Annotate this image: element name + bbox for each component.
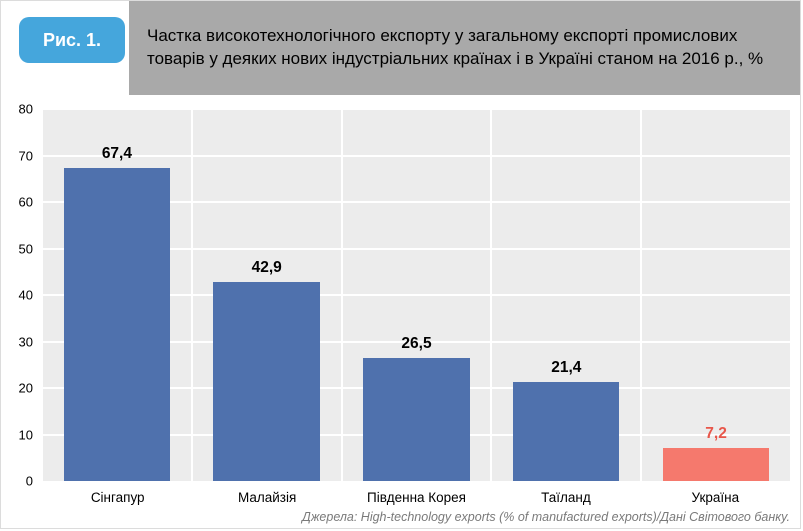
y-tick-label: 20 (18, 380, 33, 396)
y-tick-label: 30 (18, 334, 33, 349)
gridline (43, 201, 790, 203)
bar-value-label: 21,4 (551, 358, 582, 376)
figure-number-badge: Рис. 1. (19, 17, 125, 63)
y-axis: 0 10 20 30 40 50 60 70 80 (1, 103, 39, 488)
x-category-label: Південна Корея (367, 490, 466, 505)
y-tick-label: 60 (18, 194, 33, 210)
y-tick-label: 70 (18, 148, 33, 163)
x-category-label: Україна (691, 490, 740, 505)
y-tick-label: 80 (18, 101, 33, 117)
bar-cell: 7,2 (640, 109, 790, 481)
bar-value-label: 42,9 (251, 258, 282, 276)
y-tick-label: 10 (18, 427, 33, 442)
gridline (43, 294, 790, 296)
y-tick-label: 0 (25, 473, 33, 489)
bar-value-label: 67,4 (101, 144, 132, 162)
bar-value-label: 7,2 (705, 424, 727, 442)
bar (63, 167, 171, 481)
figure-number-label: Рис. 1. (42, 29, 102, 50)
chart-title: Частка високотехнологічного експорту у з… (147, 26, 764, 68)
bar-cell: 26,5 (340, 109, 491, 481)
bar (213, 281, 320, 481)
bar-value-label: 26,5 (401, 334, 432, 352)
figure-header: Частка високотехнологічного експорту у з… (1, 1, 800, 98)
source-note: Джерела: High-technology exports (% of m… (302, 510, 790, 524)
bar-highlight (662, 447, 770, 481)
bar-cell: 21,4 (490, 109, 640, 481)
gridline (43, 340, 790, 343)
bar-chart: 0 10 20 30 40 50 60 70 80 67,4 42,9 26,5 21,4 7,2 Сі… (1, 101, 800, 507)
x-category-label: Малайзія (237, 490, 297, 505)
x-axis: Сінгапур Малайзія Південна Корея Таїланд Укр… (43, 483, 790, 507)
y-tick-label: 40 (18, 287, 33, 303)
plot-area: 67,4 42,9 26,5 21,4 7,2 (43, 108, 790, 481)
gridline (43, 108, 790, 110)
x-category-label: Сінгапур (90, 490, 145, 505)
gridline (43, 154, 790, 157)
x-category-label: Таїланд (541, 490, 591, 505)
bar (363, 357, 470, 481)
title-box: Частка високотехнологічного експорту у з… (129, 1, 800, 95)
y-tick-label: 50 (18, 241, 33, 256)
bar-cell: 67,4 (43, 109, 191, 481)
bar-cell: 42,9 (190, 109, 341, 481)
gridline (43, 247, 790, 250)
bar (513, 381, 620, 481)
